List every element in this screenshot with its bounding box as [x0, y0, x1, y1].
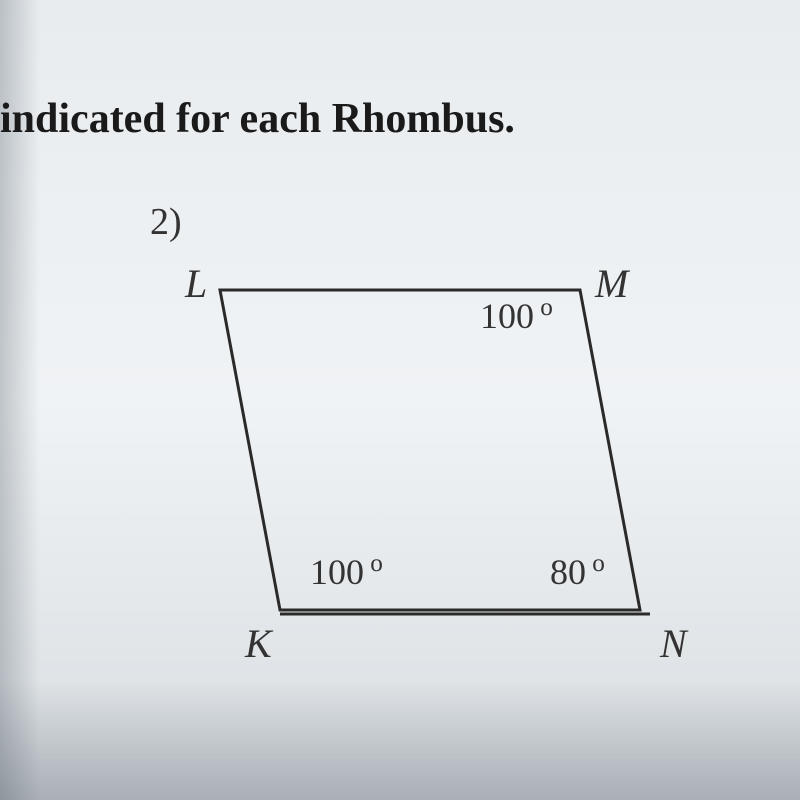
vertex-label-k: K — [245, 620, 272, 667]
rhombus-svg — [140, 250, 680, 670]
rhombus-diagram: LMNK100 o100 o80 o — [140, 250, 680, 675]
question-number: 2) — [150, 200, 182, 244]
vertex-label-l: L — [185, 260, 207, 307]
degree-symbol: o — [534, 294, 553, 321]
page-content: indicated for each Rhombus. 2) L M N K 100 o… — [0, 0, 800, 800]
vignette-bottom — [0, 680, 800, 800]
vertex-label-m: M — [595, 260, 628, 307]
angle-value: 100 — [310, 552, 364, 592]
angle-label-m: 100 o — [480, 294, 553, 337]
problem-heading: indicated for each Rhombus. — [0, 95, 515, 143]
angle-value: 80 — [550, 552, 586, 592]
angle-value: 100 — [480, 296, 534, 336]
degree-symbol: o — [586, 550, 605, 577]
angle-label-k: 100 o — [310, 550, 383, 593]
angle-label-n: 80 o — [550, 550, 605, 593]
degree-symbol: o — [364, 550, 383, 577]
vertex-label-n: N — [660, 620, 687, 667]
